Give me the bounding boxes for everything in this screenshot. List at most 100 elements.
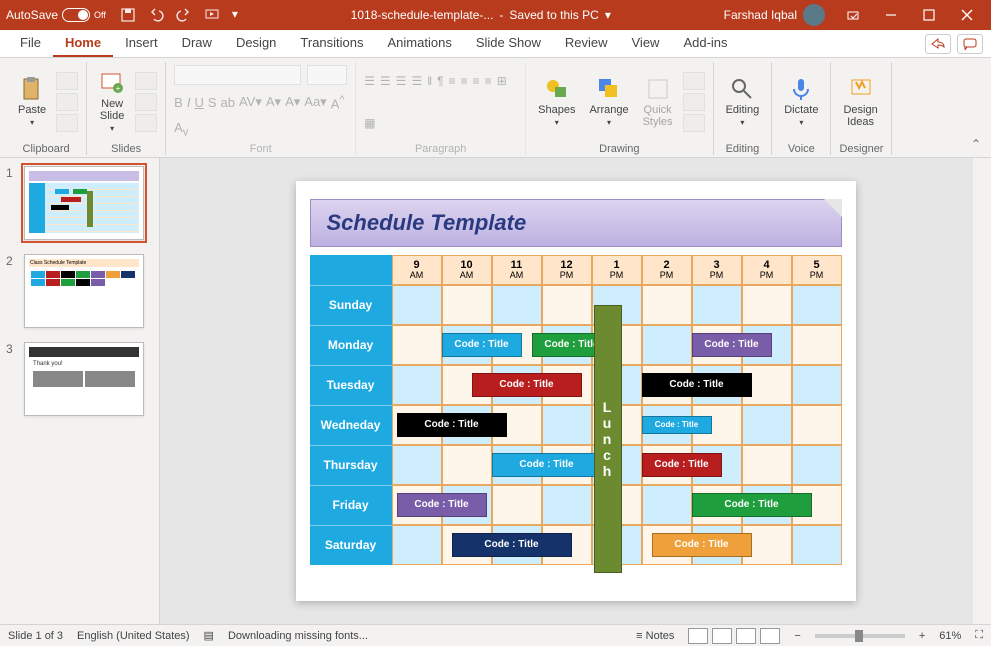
toggle-icon bbox=[62, 8, 90, 22]
ribbon-options-icon[interactable] bbox=[835, 2, 871, 28]
vertical-scrollbar[interactable] bbox=[973, 158, 991, 624]
thumb-number: 2 bbox=[6, 254, 18, 328]
notes-button[interactable]: ≡ Notes bbox=[636, 630, 674, 642]
zoom-out-button[interactable]: − bbox=[794, 630, 800, 642]
time-header-cell: 1PM bbox=[592, 255, 642, 285]
day-row-sunday: Sunday bbox=[310, 285, 842, 325]
schedule-block-mon3[interactable]: Code : Title bbox=[692, 333, 772, 357]
shape-outline-button[interactable] bbox=[683, 93, 705, 111]
new-slide-button[interactable]: + New Slide▾ bbox=[95, 68, 129, 135]
ribbon: Paste▾ Clipboard + New Slide▾ Slides bbox=[0, 58, 991, 158]
share-button[interactable] bbox=[925, 34, 951, 54]
editing-button[interactable]: Editing▾ bbox=[722, 74, 764, 129]
collapse-ribbon-icon[interactable]: ⌃ bbox=[967, 133, 985, 155]
accessibility-icon[interactable]: ▤ bbox=[204, 629, 214, 642]
sorter-view-button[interactable] bbox=[712, 628, 732, 644]
redo-icon[interactable] bbox=[176, 7, 192, 23]
title-bar: AutoSave Off ▾ 1018-schedule-template-..… bbox=[0, 0, 991, 30]
schedule-grid[interactable]: 9AM10AM11AM12PM1PM2PM3PM4PM5PM SundayMon… bbox=[310, 255, 842, 565]
undo-icon[interactable] bbox=[148, 7, 164, 23]
tab-insert[interactable]: Insert bbox=[113, 30, 170, 57]
layout-button[interactable] bbox=[135, 72, 157, 90]
zoom-slider[interactable] bbox=[815, 634, 905, 638]
schedule-block-sat2[interactable]: Code : Title bbox=[652, 533, 752, 557]
tab-animations[interactable]: Animations bbox=[376, 30, 464, 57]
fit-to-window-button[interactable]: ⛶ bbox=[975, 629, 983, 642]
zoom-level[interactable]: 61% bbox=[939, 630, 961, 642]
group-editing: Editing▾ Editing bbox=[714, 62, 773, 155]
document-title: 1018-schedule-template-... - Saved to th… bbox=[238, 8, 724, 22]
minimize-icon[interactable] bbox=[873, 2, 909, 28]
day-label: Thursday bbox=[310, 445, 392, 485]
slide-thumbnail-1[interactable] bbox=[24, 166, 144, 240]
reset-button[interactable] bbox=[135, 93, 157, 111]
comments-button[interactable] bbox=[957, 34, 983, 54]
schedule-block-tue1[interactable]: Code : Title bbox=[472, 373, 582, 397]
maximize-icon[interactable] bbox=[911, 2, 947, 28]
autosave-state: Off bbox=[94, 10, 106, 20]
dictate-button[interactable]: Dictate▾ bbox=[780, 74, 822, 129]
tab-transitions[interactable]: Transitions bbox=[288, 30, 375, 57]
schedule-block-sat1[interactable]: Code : Title bbox=[452, 533, 572, 557]
tab-view[interactable]: View bbox=[620, 30, 672, 57]
slide-thumbnail-3[interactable]: Thank you! bbox=[24, 342, 144, 416]
time-header-cell: 5PM bbox=[792, 255, 842, 285]
reading-view-button[interactable] bbox=[736, 628, 756, 644]
tab-slide-show[interactable]: Slide Show bbox=[464, 30, 553, 57]
slide-thumbnail-2[interactable]: Class Schedule Template bbox=[24, 254, 144, 328]
schedule-block-thu2[interactable]: Code : Title bbox=[642, 453, 722, 477]
day-label: Wedneday bbox=[310, 405, 392, 445]
slide[interactable]: Schedule Template 9AM10AM11AM12PM1PM2PM3… bbox=[296, 181, 856, 601]
svg-text:+: + bbox=[116, 84, 121, 93]
status-bar: Slide 1 of 3 English (United States) ▤ D… bbox=[0, 624, 991, 646]
schedule-block-wed1[interactable]: Code : Title bbox=[397, 413, 507, 437]
paste-button[interactable]: Paste▾ bbox=[14, 74, 50, 129]
format-painter-button[interactable] bbox=[56, 114, 78, 132]
time-header-cell: 2PM bbox=[642, 255, 692, 285]
view-buttons bbox=[688, 628, 780, 644]
slide-title[interactable]: Schedule Template bbox=[310, 199, 842, 247]
tab-file[interactable]: File bbox=[8, 30, 53, 57]
tab-design[interactable]: Design bbox=[224, 30, 288, 57]
lunch-bar[interactable]: Lunch bbox=[594, 305, 622, 573]
schedule-block-mon1[interactable]: Code : Title bbox=[442, 333, 522, 357]
section-button[interactable] bbox=[135, 114, 157, 132]
slideshow-view-button[interactable] bbox=[760, 628, 780, 644]
tab-home[interactable]: Home bbox=[53, 30, 113, 57]
zoom-in-button[interactable]: + bbox=[919, 630, 925, 642]
paste-icon bbox=[19, 76, 45, 102]
cut-button[interactable] bbox=[56, 72, 78, 90]
schedule-block-fri1[interactable]: Code : Title bbox=[397, 493, 487, 517]
slide-canvas[interactable]: Schedule Template 9AM10AM11AM12PM1PM2PM3… bbox=[160, 158, 991, 624]
chevron-down-icon[interactable]: ▾ bbox=[605, 8, 611, 22]
tab-draw[interactable]: Draw bbox=[170, 30, 224, 57]
time-header-cell: 11AM bbox=[492, 255, 542, 285]
quick-styles-button[interactable]: Quick Styles bbox=[639, 74, 677, 130]
shapes-button[interactable]: Shapes▾ bbox=[534, 74, 579, 129]
schedule-block-thu1[interactable]: Code : Title bbox=[492, 453, 602, 477]
autosave-toggle[interactable]: AutoSave Off bbox=[6, 8, 106, 22]
slideshow-icon[interactable] bbox=[204, 7, 220, 23]
thumb-number: 3 bbox=[6, 342, 18, 416]
shapes-icon bbox=[544, 76, 570, 102]
schedule-block-wed2[interactable]: Code : Title bbox=[642, 416, 712, 434]
tab-review[interactable]: Review bbox=[553, 30, 620, 57]
group-clipboard: Paste▾ Clipboard bbox=[6, 62, 87, 155]
save-icon[interactable] bbox=[120, 7, 136, 23]
day-label: Monday bbox=[310, 325, 392, 365]
arrange-button[interactable]: Arrange▾ bbox=[585, 74, 632, 129]
schedule-block-fri2[interactable]: Code : Title bbox=[692, 493, 812, 517]
day-label: Friday bbox=[310, 485, 392, 525]
time-header-cell: 4PM bbox=[742, 255, 792, 285]
user-account[interactable]: Farshad Iqbal bbox=[724, 4, 825, 26]
shape-fill-button[interactable] bbox=[683, 72, 705, 90]
shape-effects-button[interactable] bbox=[683, 114, 705, 132]
group-slides: + New Slide▾ Slides bbox=[87, 62, 166, 155]
tab-add-ins[interactable]: Add-ins bbox=[671, 30, 739, 57]
language-indicator[interactable]: English (United States) bbox=[77, 630, 190, 642]
copy-button[interactable] bbox=[56, 93, 78, 111]
design-ideas-button[interactable]: Design Ideas bbox=[839, 74, 881, 130]
normal-view-button[interactable] bbox=[688, 628, 708, 644]
schedule-block-tue2[interactable]: Code : Title bbox=[642, 373, 752, 397]
close-icon[interactable] bbox=[949, 2, 985, 28]
